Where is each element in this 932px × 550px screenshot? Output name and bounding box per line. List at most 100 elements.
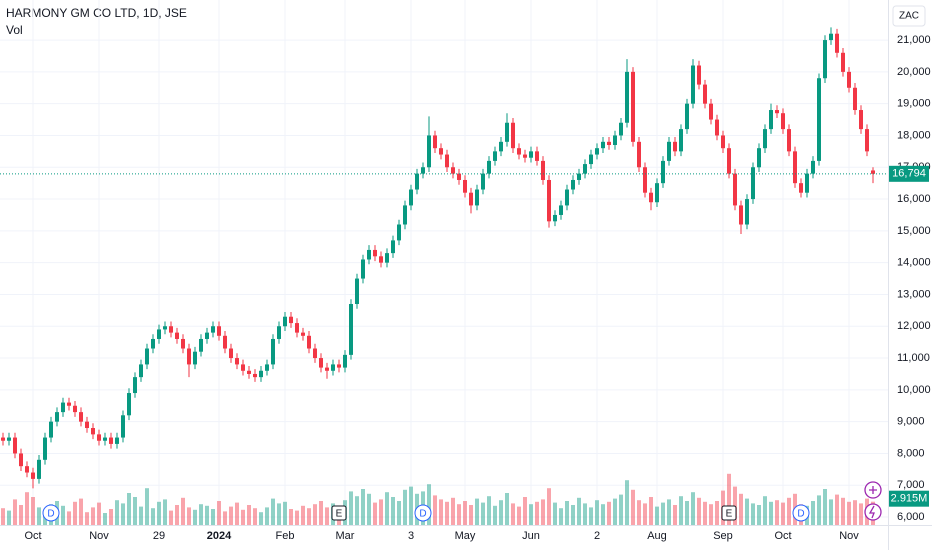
y-tick-label: 9,000 [897, 416, 925, 428]
volume-bar [757, 505, 761, 525]
candle-body [217, 326, 221, 336]
candle-body [205, 332, 209, 339]
x-tick-label: Feb [276, 530, 295, 542]
y-tick-label: 12,000 [897, 320, 931, 332]
dividend-marker [42, 504, 60, 522]
candle-body [859, 110, 863, 130]
volume-bar [577, 497, 581, 525]
volume-bar [7, 510, 11, 525]
candle-body [667, 141, 671, 161]
candle-body [337, 364, 341, 368]
volume-bar [151, 508, 155, 525]
y-tick-label: 14,000 [897, 257, 931, 269]
y-tick-label: 21,000 [897, 34, 931, 46]
candle-body [637, 141, 641, 168]
candle-body [799, 183, 803, 193]
candle-body [55, 412, 59, 422]
x-tick-label: 29 [153, 530, 165, 542]
y-tick-label: 13,000 [897, 288, 931, 300]
volume-bar [145, 488, 149, 525]
volume-bar [289, 509, 293, 525]
event-label: D [797, 509, 804, 520]
x-tick-label: Mar [336, 530, 355, 542]
candle-body [715, 119, 719, 136]
candle-body [109, 437, 113, 444]
candle-body [499, 141, 503, 152]
candle-body [481, 173, 485, 190]
last-price-label: 16,794 [892, 168, 926, 180]
candle-body [745, 199, 749, 225]
volume-bar [307, 508, 311, 525]
x-tick-label: Aug [647, 530, 667, 542]
candle-body [865, 129, 869, 152]
candle-body [307, 335, 311, 349]
volume-bar [847, 501, 851, 525]
candle-body [871, 170, 875, 174]
candle-body [721, 135, 725, 149]
volume-bar [181, 497, 185, 525]
volume-title: Vol [6, 23, 23, 37]
volume-bar [601, 504, 605, 525]
candle-body [631, 71, 635, 142]
candle-body [169, 326, 173, 333]
candle-body [679, 129, 683, 152]
volume-bar [769, 501, 773, 525]
candle-body [529, 151, 533, 158]
volume-bar [505, 493, 509, 525]
candle-body [241, 364, 245, 371]
candle-body [439, 148, 443, 155]
candle-body [259, 370, 263, 378]
candle-body [673, 141, 677, 152]
candle-body [223, 335, 227, 349]
candle-body [577, 173, 581, 180]
volume-bar [31, 497, 35, 525]
candle-body [613, 135, 617, 146]
news-icon[interactable] [864, 503, 882, 521]
volume-bar [301, 505, 305, 525]
event-label: E [726, 509, 733, 520]
candle-body [61, 402, 65, 413]
candle-body [7, 437, 11, 441]
candle-body [373, 249, 377, 257]
volume-bar [637, 500, 641, 525]
volume-bar [829, 499, 833, 525]
x-tick-label: Sep [713, 530, 733, 542]
event-label: E [336, 509, 343, 520]
volume-bar [325, 507, 329, 525]
volume-bar [229, 506, 233, 525]
candle-body [709, 103, 713, 120]
volume-bar [751, 503, 755, 525]
volume-bar [403, 489, 407, 525]
candle-body [757, 148, 761, 168]
candle-body [589, 154, 593, 165]
volume-bar [241, 509, 245, 525]
volume-bar [121, 503, 125, 525]
candle-body [37, 459, 41, 479]
x-tick-label: 2 [594, 530, 600, 542]
volume-bar [283, 501, 287, 525]
candle-body [553, 214, 557, 222]
candle-body [295, 323, 299, 333]
candle-body [469, 192, 473, 206]
plot [0, 0, 888, 525]
volume-bar [697, 497, 701, 525]
candle-body [781, 113, 785, 130]
chart-title: HARMONY GM CO LTD, 1D, JSE [6, 6, 187, 20]
volume-bar [61, 505, 65, 525]
volume-bar [625, 480, 629, 525]
candle-body [523, 154, 527, 158]
volume-bar [841, 497, 845, 525]
earnings-marker [721, 505, 737, 521]
volume-bar [349, 491, 353, 525]
currency-button[interactable] [892, 5, 926, 27]
volume-bar [859, 503, 863, 525]
volume-bar [445, 501, 449, 525]
currency[interactable]: ZAC [899, 11, 919, 22]
volume-bar [469, 505, 473, 525]
candle-body [409, 189, 413, 206]
candle-body [85, 421, 89, 429]
candle-body [361, 259, 365, 279]
candle-body [805, 173, 809, 193]
candle-body [133, 377, 137, 394]
volume-bar [547, 488, 551, 525]
